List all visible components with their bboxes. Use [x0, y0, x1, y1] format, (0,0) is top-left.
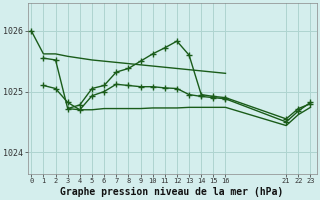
X-axis label: Graphe pression niveau de la mer (hPa): Graphe pression niveau de la mer (hPa)	[60, 186, 284, 197]
